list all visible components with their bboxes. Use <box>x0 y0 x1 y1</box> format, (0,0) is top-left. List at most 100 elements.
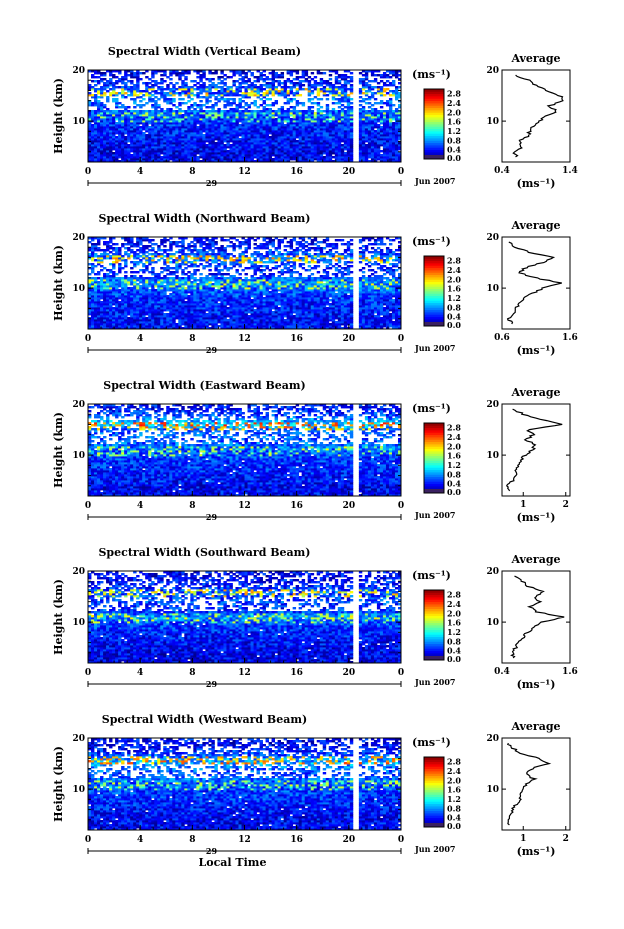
heatmap-cell <box>94 98 98 101</box>
heatmap-cell <box>238 120 242 123</box>
heatmap-cell <box>280 86 285 89</box>
heatmap-cell <box>235 142 239 145</box>
heatmap-cell <box>343 128 348 131</box>
heatmap-cell <box>142 138 146 141</box>
heatmap-cell <box>190 110 194 113</box>
heatmap-cell <box>223 90 227 93</box>
heatmap-cell <box>94 134 98 137</box>
heatmap-cell <box>241 76 245 79</box>
heatmap-cell <box>319 78 324 81</box>
heatmap-cell <box>385 110 390 113</box>
heatmap-cell <box>298 82 303 85</box>
heatmap-cell <box>202 122 206 125</box>
heatmap-cell <box>217 148 221 151</box>
heatmap-cell <box>340 146 345 149</box>
heatmap-cell <box>199 70 203 73</box>
heatmap-cell <box>154 152 158 155</box>
heatmap-cell <box>367 70 372 73</box>
heatmap-cell <box>265 98 269 101</box>
heatmap-cell <box>226 114 230 117</box>
heatmap-cell <box>157 106 161 109</box>
heatmap-cell <box>364 160 369 163</box>
heatmap-cell <box>322 120 327 123</box>
heatmap-cell <box>247 86 251 89</box>
heatmap-cell <box>376 92 381 95</box>
heatmap-cell <box>232 112 236 115</box>
heatmap-cell <box>247 118 251 121</box>
heatmap-cell <box>193 116 197 119</box>
heatmap-cell <box>367 156 372 159</box>
heatmap-cell <box>259 104 263 107</box>
heatmap-cell <box>166 128 170 131</box>
heatmap-cell <box>358 116 363 119</box>
heatmap-cell <box>121 144 125 147</box>
heatmap-cell <box>382 136 387 139</box>
heatmap-cell <box>151 130 155 133</box>
heatmap-cell <box>97 138 101 141</box>
heatmap-cell <box>370 74 375 77</box>
heatmap-cell <box>115 104 119 107</box>
heatmap-cell <box>334 158 339 161</box>
colorbar-segment <box>424 147 444 151</box>
heatmap-cell <box>232 98 236 101</box>
heatmap-cell <box>334 321 339 324</box>
heatmap-cell <box>241 130 245 133</box>
heatmap-cell <box>361 150 366 153</box>
heatmap-cell <box>322 128 327 131</box>
heatmap-cell <box>304 160 309 163</box>
heatmap-cell <box>175 158 179 161</box>
heatmap-cell <box>346 88 351 91</box>
heatmap-cell <box>295 118 300 121</box>
heatmap-cell <box>190 138 194 141</box>
heatmap-cell <box>121 138 125 141</box>
heatmap-cell <box>157 142 161 145</box>
heatmap-cell <box>334 102 339 105</box>
heatmap-cell <box>325 142 330 145</box>
heatmap-cell <box>226 124 230 127</box>
heatmap-cell <box>271 92 275 95</box>
heatmap-cell <box>184 70 188 73</box>
heatmap-cell <box>379 144 384 147</box>
heatmap-cell <box>373 152 378 155</box>
heatmap-cell <box>304 154 309 157</box>
heatmap-cell <box>334 152 339 155</box>
heatmap-cell <box>211 158 215 161</box>
heatmap-cell <box>265 122 269 125</box>
heatmap-cell <box>163 130 167 133</box>
heatmap-cell <box>160 70 164 73</box>
heatmap-cell <box>316 90 321 93</box>
heatmap-cell <box>169 102 173 105</box>
heatmap-cell <box>385 134 390 137</box>
heatmap-cell <box>229 144 233 147</box>
heatmap-cell <box>184 112 188 115</box>
heatmap-cell <box>382 120 387 123</box>
heatmap-cell <box>169 140 173 143</box>
heatmap-cell <box>130 130 134 133</box>
heatmap-cell <box>337 122 342 125</box>
heatmap-cell <box>244 148 248 151</box>
heatmap-cell <box>229 132 233 135</box>
heatmap-cell <box>328 88 333 91</box>
heatmap-cell <box>301 150 306 153</box>
heatmap-cell <box>373 118 378 121</box>
heatmap-cell <box>307 82 312 85</box>
heatmap-cell <box>373 112 378 115</box>
heatmap-cell <box>100 156 104 159</box>
colorbar-segment <box>424 145 444 148</box>
heatmap-cell <box>376 142 381 145</box>
heatmap-cell <box>160 152 164 155</box>
heatmap-cell <box>175 72 179 75</box>
heatmap-cell <box>241 72 245 75</box>
heatmap-cell <box>223 154 227 157</box>
heatmap-cell <box>322 152 327 155</box>
heatmap-cell <box>142 72 146 75</box>
heatmap-cell <box>127 88 131 91</box>
heatmap-cell <box>244 94 248 97</box>
heatmap-cell <box>241 124 245 127</box>
heatmap-cell <box>238 146 242 149</box>
heatmap-cell <box>151 86 155 89</box>
heatmap-cell <box>382 118 387 121</box>
heatmap-cell <box>235 156 239 159</box>
heatmap-cell <box>238 86 242 89</box>
heatmap-cell <box>337 92 342 95</box>
